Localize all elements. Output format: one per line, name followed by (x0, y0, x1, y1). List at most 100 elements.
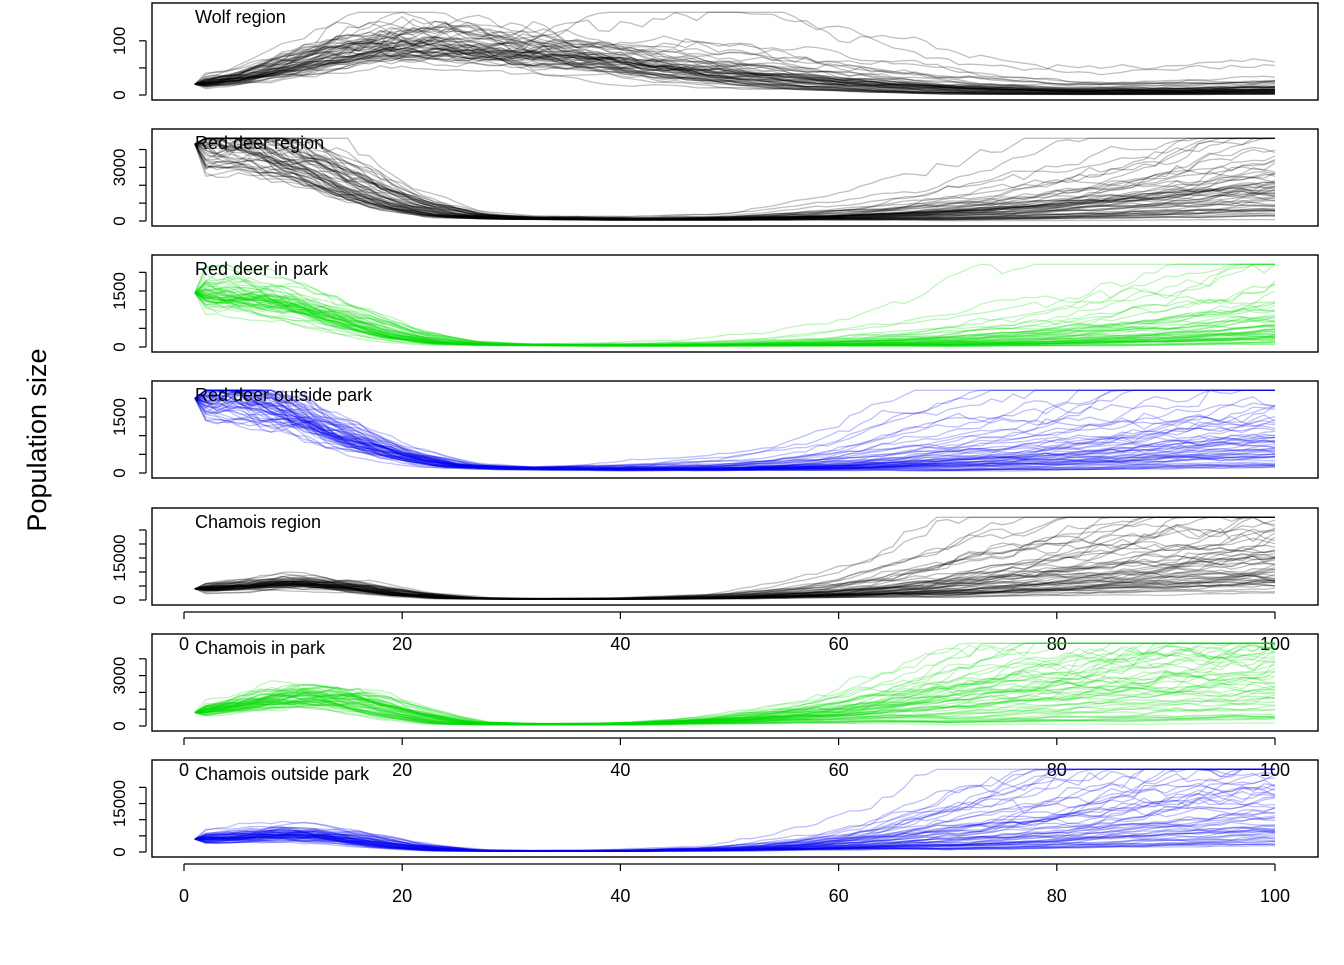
series-line (194, 394, 1276, 469)
series-line (194, 811, 1276, 852)
series-line (194, 786, 1276, 852)
series-line (194, 516, 1276, 600)
panel-title: Red deer in park (195, 259, 329, 279)
series-line (194, 697, 1276, 726)
series-line (194, 577, 1276, 600)
panel-title: Wolf region (195, 7, 286, 27)
series-line (194, 292, 1276, 347)
series-line (194, 702, 1276, 726)
series-lines (194, 137, 1276, 222)
series-line (194, 143, 1276, 221)
y-tick-label: 0 (110, 90, 129, 99)
series-line (194, 277, 1276, 346)
series-line (194, 642, 1275, 725)
series-line (194, 137, 1275, 221)
series-line (194, 660, 1276, 725)
series-line (194, 642, 1275, 726)
series-line (194, 292, 1276, 347)
series-line (194, 582, 1275, 600)
series-line (194, 50, 1276, 94)
series-line (194, 768, 1275, 852)
panel-frame (151, 507, 1319, 606)
series-line (194, 292, 1276, 347)
x-tick-label: 0 (179, 634, 189, 654)
series-line (194, 574, 1276, 600)
series-line (194, 681, 1276, 726)
series-line (194, 39, 1276, 93)
series-line (194, 137, 1276, 221)
series-line (194, 581, 1276, 600)
series-line (194, 29, 1276, 94)
series-line (194, 143, 1276, 221)
series-line (194, 389, 1275, 470)
series-line (194, 397, 1276, 471)
series-line (194, 516, 1275, 600)
series-line (194, 38, 1276, 94)
series-line (194, 292, 1275, 347)
series-line (194, 389, 1275, 471)
series-line (194, 389, 1276, 471)
series-line (194, 642, 1275, 725)
series-line (194, 785, 1276, 852)
series-line (194, 389, 1276, 470)
series-line (194, 771, 1276, 852)
series-line (194, 33, 1276, 94)
series-line (194, 558, 1276, 600)
series-line (194, 28, 1276, 94)
series-line (194, 137, 1276, 221)
series-line (194, 143, 1276, 220)
series-line (194, 821, 1276, 852)
y-tick-label: 15000 (110, 534, 129, 581)
series-line (194, 815, 1276, 852)
x-tick-label: 100 (1260, 634, 1290, 654)
x-tick-label: 40 (610, 760, 630, 780)
series-line (194, 273, 1276, 346)
series-line (194, 263, 1275, 346)
series-line (194, 695, 1276, 726)
series-line (194, 389, 1275, 471)
series-line (194, 292, 1276, 347)
series-line (194, 777, 1276, 852)
series-line (194, 826, 1276, 852)
series-line (194, 648, 1276, 725)
series-line (194, 389, 1276, 469)
series-line (194, 768, 1275, 852)
series-line (194, 516, 1275, 600)
series-line (194, 768, 1275, 852)
panel-frame (151, 254, 1319, 353)
series-line (194, 642, 1275, 725)
series-line (194, 785, 1276, 852)
series-line (194, 292, 1276, 347)
series-line (194, 137, 1275, 220)
series-line (194, 45, 1276, 93)
x-tick-label: 20 (392, 634, 412, 654)
series-line (194, 42, 1276, 95)
series-line (194, 688, 1276, 725)
series-line (194, 830, 1276, 852)
series-line (194, 683, 1276, 725)
series-line (194, 556, 1276, 600)
series-line (194, 572, 1276, 600)
series-lines (194, 11, 1276, 96)
series-line (194, 642, 1275, 725)
series-line (194, 692, 1276, 726)
series-line (194, 137, 1276, 221)
series-line (194, 389, 1275, 471)
series-line (194, 579, 1276, 600)
series-line (194, 831, 1276, 852)
series-line (194, 550, 1276, 600)
series-line (194, 38, 1276, 92)
series-line (194, 807, 1276, 852)
series-line (194, 292, 1276, 347)
y-tick-label: 3000 (110, 657, 129, 695)
series-line (194, 11, 1276, 85)
series-line (194, 32, 1276, 87)
series-line (194, 834, 1276, 852)
series-line (194, 292, 1276, 347)
x-tick-label: 80 (1047, 886, 1067, 906)
series-line (194, 282, 1276, 346)
series-line (194, 573, 1276, 600)
series-line (194, 642, 1276, 726)
series-line (194, 11, 1276, 85)
